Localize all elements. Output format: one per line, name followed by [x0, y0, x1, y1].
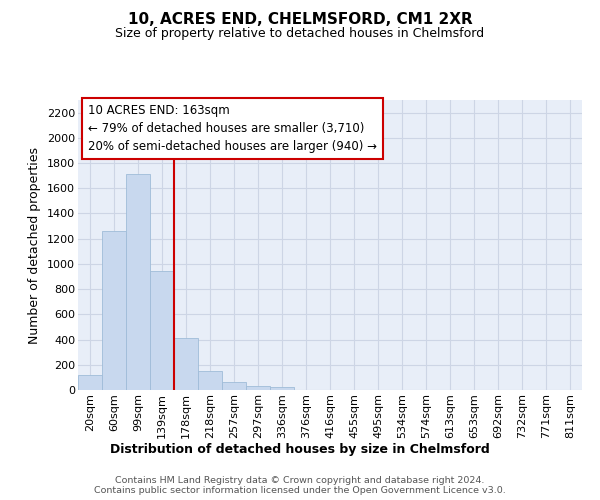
Bar [174, 338, 198, 390]
Bar [126, 174, 150, 390]
Text: 10, ACRES END, CHELMSFORD, CM1 2XR: 10, ACRES END, CHELMSFORD, CM1 2XR [128, 12, 472, 28]
Text: Size of property relative to detached houses in Chelmsford: Size of property relative to detached ho… [115, 28, 485, 40]
Text: Contains HM Land Registry data © Crown copyright and database right 2024.
Contai: Contains HM Land Registry data © Crown c… [94, 476, 506, 495]
Bar [246, 386, 270, 390]
Bar [150, 272, 174, 390]
Bar [222, 382, 246, 390]
Bar [102, 230, 126, 390]
Bar [78, 375, 102, 390]
Text: Distribution of detached houses by size in Chelmsford: Distribution of detached houses by size … [110, 442, 490, 456]
Bar [198, 371, 222, 390]
Text: 10 ACRES END: 163sqm
← 79% of detached houses are smaller (3,710)
20% of semi-de: 10 ACRES END: 163sqm ← 79% of detached h… [88, 104, 377, 154]
Bar [270, 387, 294, 390]
Y-axis label: Number of detached properties: Number of detached properties [28, 146, 41, 344]
